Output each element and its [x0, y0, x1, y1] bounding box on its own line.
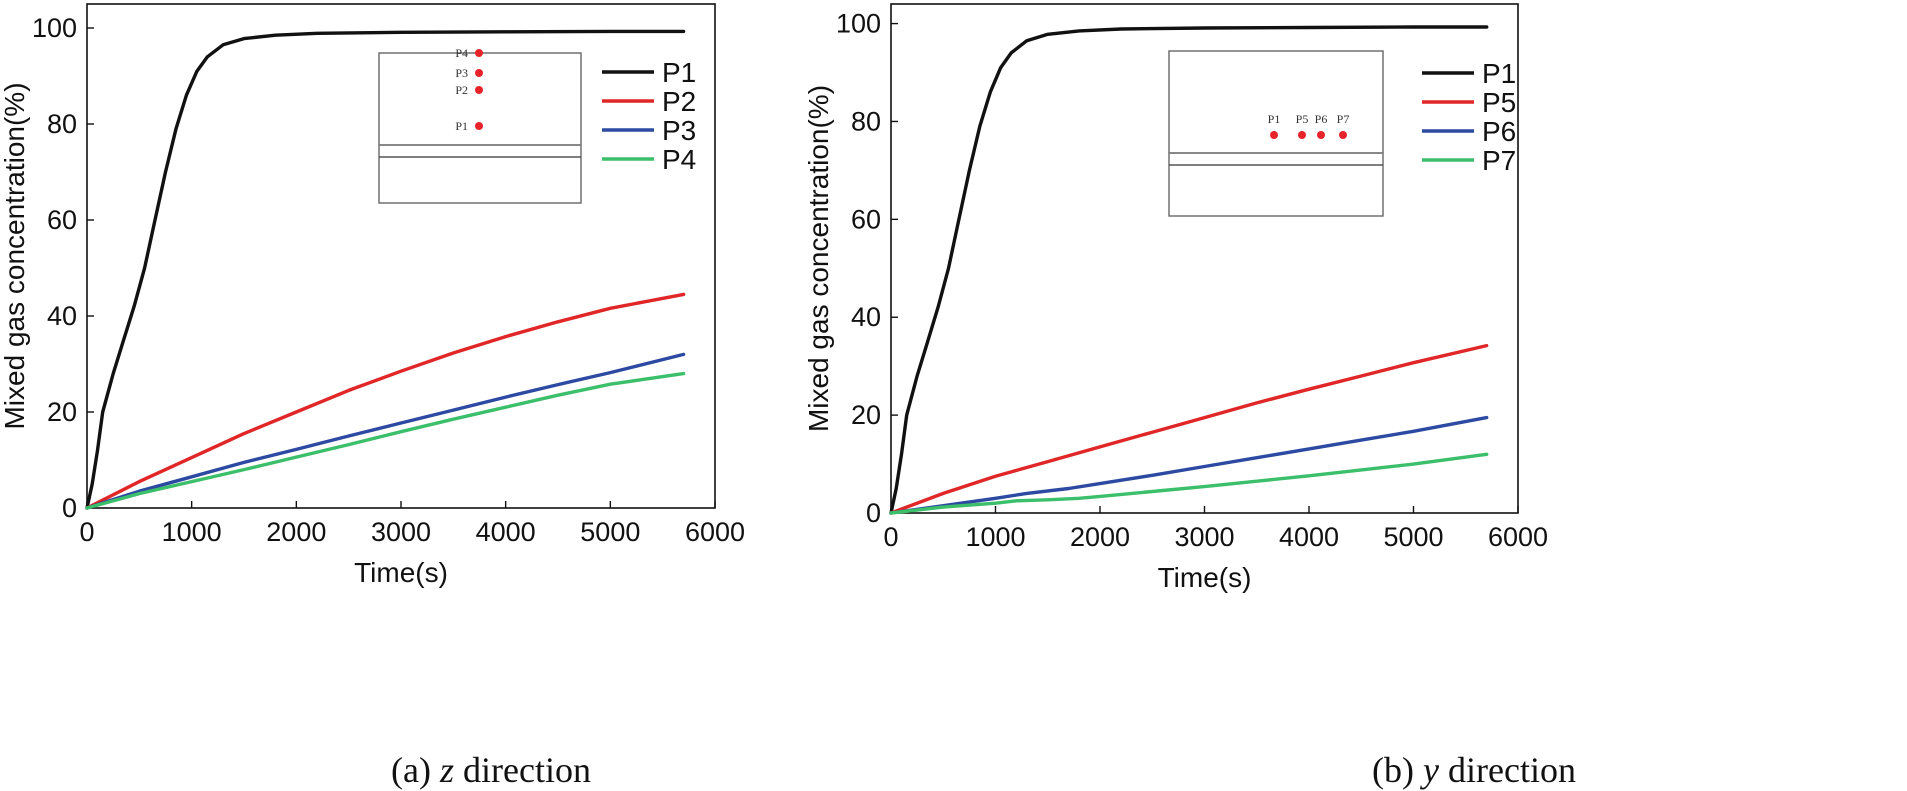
y-tick-label-b: 40: [851, 302, 881, 332]
legend-label-p3-a: P3: [662, 115, 696, 146]
legend-label-p7-b: P7: [1482, 145, 1516, 176]
inset-label-p2-a: P2: [455, 83, 468, 97]
inset-point-p5-b: [1298, 131, 1306, 139]
y-tick-label-a: 20: [47, 397, 77, 427]
inset-label-p5-b: P5: [1296, 112, 1309, 126]
x-tick-label-b: 5000: [1383, 522, 1443, 552]
y-tick-label-b: 20: [851, 400, 881, 430]
series-line-p4-a: [85, 371, 686, 510]
series-line-p1-a: [85, 29, 686, 510]
inset-label-p4-a: P4: [455, 46, 468, 60]
inset-point-p7-b: [1339, 131, 1347, 139]
x-tick-label-b: 0: [883, 522, 898, 552]
series-line-p6-b: [889, 415, 1489, 515]
inset-point-p4-a: [475, 49, 483, 57]
x-tick-label-a: 0: [79, 517, 94, 547]
x-tick-label-b: 6000: [1488, 522, 1548, 552]
y-tick-label-b: 80: [851, 106, 881, 136]
caption-b: (b) y direction: [1372, 750, 1576, 790]
series-line-p2-a: [85, 292, 686, 510]
inset-label-p1-b: P1: [1268, 112, 1281, 126]
x-tick-label-b: 4000: [1279, 522, 1339, 552]
series-line-p5-b: [889, 343, 1489, 515]
y-tick-label-a: 60: [47, 205, 77, 235]
x-tick-label-a: 6000: [685, 517, 745, 547]
y-tick-label-a: 100: [32, 13, 77, 43]
x-tick-label-a: 2000: [266, 517, 326, 547]
series-line-p3-a: [85, 352, 686, 510]
y-axis-title-b: Mixed gas concentration(%): [803, 85, 834, 432]
inset-label-p7-b: P7: [1337, 112, 1350, 126]
legend-label-p6-b: P6: [1482, 116, 1516, 147]
x-tick-label-b: 1000: [965, 522, 1025, 552]
caption-a: (a) z direction: [391, 750, 591, 790]
inset-label-p6-b: P6: [1315, 112, 1328, 126]
inset-label-p3-a: P3: [455, 66, 468, 80]
y-tick-label-a: 40: [47, 301, 77, 331]
legend-label-p1-b: P1: [1482, 58, 1516, 89]
x-axis-title-b: Time(s): [1158, 562, 1252, 593]
inset-label-p1-a: P1: [455, 119, 468, 133]
inset-point-p2-a: [475, 86, 483, 94]
x-tick-label-a: 3000: [371, 517, 431, 547]
x-tick-label-a: 5000: [580, 517, 640, 547]
x-axis-title-a: Time(s): [354, 557, 448, 588]
y-tick-label-b: 100: [836, 9, 881, 39]
legend-label-p2-a: P2: [662, 86, 696, 117]
legend-label-p1-a: P1: [662, 57, 696, 88]
y-tick-label-a: 80: [47, 109, 77, 139]
series-line-p1-b: [889, 25, 1489, 515]
x-tick-label-a: 4000: [476, 517, 536, 547]
y-tick-label-a: 0: [62, 493, 77, 523]
inset-point-p6-b: [1317, 131, 1325, 139]
y-axis-title-a: Mixed gas concentration(%): [0, 82, 30, 429]
inset-point-p3-a: [475, 69, 483, 77]
inset-point-p1-a: [475, 122, 483, 130]
legend-label-p4-a: P4: [662, 144, 696, 175]
x-tick-label-b: 3000: [1174, 522, 1234, 552]
series-line-p7-b: [889, 452, 1489, 515]
x-tick-label-b: 2000: [1070, 522, 1130, 552]
inset-point-p1-b: [1270, 131, 1278, 139]
y-tick-label-b: 60: [851, 204, 881, 234]
legend-label-p5-b: P5: [1482, 87, 1516, 118]
x-tick-label-a: 1000: [162, 517, 222, 547]
y-tick-label-b: 0: [866, 498, 881, 528]
